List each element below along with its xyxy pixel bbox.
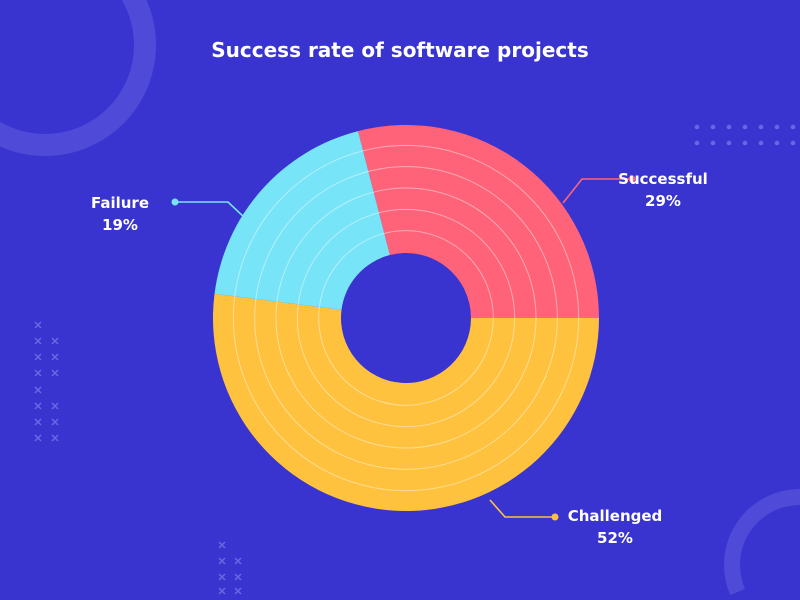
decor-cross-icon <box>51 369 59 377</box>
decor-cross-icon <box>34 337 42 345</box>
decor-cross-icon <box>34 321 42 329</box>
decor-cross-icon <box>51 418 59 426</box>
cross-stroke <box>51 418 59 426</box>
decor-cross-icon <box>234 573 242 581</box>
slice-value: 29% <box>645 192 681 210</box>
decor-dot <box>790 124 796 130</box>
leader-dot-failure <box>171 198 179 206</box>
cross-stroke <box>34 369 42 377</box>
leader-line-failure <box>175 201 246 219</box>
decor-dot <box>774 140 780 146</box>
cross-stroke <box>51 369 59 377</box>
decor-cross-icon <box>34 369 42 377</box>
decor-cross-icon <box>34 418 42 426</box>
ring-line <box>318 230 494 406</box>
slice-value: 52% <box>597 529 633 547</box>
decor-dot <box>758 140 764 146</box>
donut-slices <box>213 124 599 511</box>
cross-stroke <box>34 434 42 442</box>
decor-dot <box>790 140 796 146</box>
leader-lines <box>171 175 636 521</box>
decor-cross-icon <box>218 541 226 549</box>
cross-stroke <box>34 321 42 329</box>
chart-title: Success rate of software projects <box>211 38 589 62</box>
decor-cross-icon <box>51 402 59 410</box>
ring-line <box>254 166 558 470</box>
decor-cross-icon <box>34 434 42 442</box>
decor-dot <box>710 124 716 130</box>
cross-stroke <box>234 587 242 595</box>
decor-dot <box>774 124 780 130</box>
decor-cross-icon <box>34 402 42 410</box>
decor-dot <box>694 124 700 130</box>
ring-line <box>275 187 537 449</box>
decor-cross-icon <box>234 557 242 565</box>
leader-line-challenged <box>489 499 555 518</box>
decor-cross-icon <box>34 386 42 394</box>
decor-cross-icon <box>51 434 59 442</box>
cross-stroke <box>218 573 226 581</box>
cross-stroke <box>51 337 59 345</box>
decor-dot <box>758 124 764 130</box>
cross-stroke <box>218 587 226 595</box>
cross-stroke <box>34 386 42 394</box>
cross-stroke <box>218 541 226 549</box>
cross-stroke <box>234 557 242 565</box>
cross-stroke <box>234 573 242 581</box>
slice-label: Successful <box>618 170 708 188</box>
cross-stroke <box>34 418 42 426</box>
cross-stroke <box>51 353 59 361</box>
leader-dot-successful <box>628 175 636 183</box>
decor-dot <box>742 124 748 130</box>
decor-cross-icon <box>51 353 59 361</box>
decor-ring <box>724 489 800 596</box>
ring-line <box>232 144 580 492</box>
ring-line <box>296 208 516 428</box>
decor-ring <box>0 0 156 156</box>
cross-stroke <box>218 557 226 565</box>
cross-stroke <box>51 434 59 442</box>
cross-stroke <box>51 402 59 410</box>
decor-cross-icon <box>34 353 42 361</box>
label-successful: Successful 29% <box>608 168 718 212</box>
slice-successful <box>358 124 599 318</box>
leader-line-successful <box>562 178 632 204</box>
decor-dot <box>742 140 748 146</box>
donut-ring-lines <box>232 144 580 492</box>
label-challenged: Challenged 52% <box>560 505 670 549</box>
label-failure: Failure 19% <box>70 192 170 236</box>
slice-value: 19% <box>102 216 138 234</box>
decor-cross-icon <box>218 573 226 581</box>
slice-label: Failure <box>90 194 150 212</box>
decor-cross-icon <box>234 587 242 595</box>
slice-challenged <box>213 293 599 511</box>
cross-stroke <box>34 337 42 345</box>
slice-failure <box>214 131 390 310</box>
decor-cross-icon <box>51 337 59 345</box>
leader-dot-challenged <box>551 513 559 521</box>
cross-stroke <box>34 353 42 361</box>
decor-dot <box>694 140 700 146</box>
decor-dot <box>726 140 732 146</box>
decor-cross-icon <box>218 557 226 565</box>
slice-label: Challenged <box>567 507 663 525</box>
decor-dot <box>710 140 716 146</box>
decor-dot <box>726 124 732 130</box>
cross-stroke <box>34 402 42 410</box>
decor-cross-icon <box>218 587 226 595</box>
